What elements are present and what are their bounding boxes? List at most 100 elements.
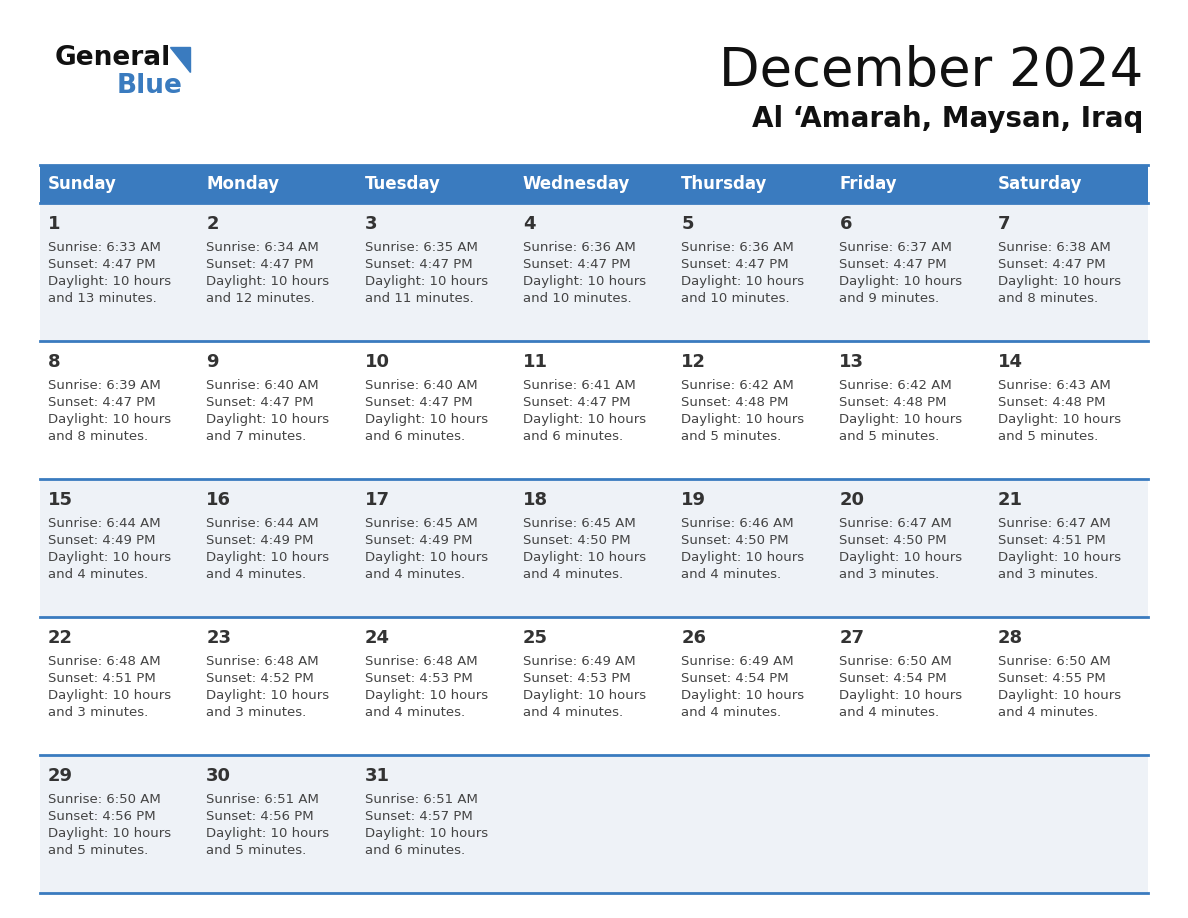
Text: Sunrise: 6:39 AM: Sunrise: 6:39 AM [48, 379, 160, 392]
Text: and 10 minutes.: and 10 minutes. [523, 292, 632, 305]
Text: Sunrise: 6:40 AM: Sunrise: 6:40 AM [207, 379, 318, 392]
Text: and 6 minutes.: and 6 minutes. [523, 430, 623, 443]
Text: Sunset: 4:47 PM: Sunset: 4:47 PM [48, 396, 156, 409]
Bar [40, 165, 1148, 203]
Text: Thursday: Thursday [681, 175, 767, 193]
Text: 2: 2 [207, 215, 219, 233]
Text: and 4 minutes.: and 4 minutes. [840, 706, 940, 719]
Text: and 8 minutes.: and 8 minutes. [48, 430, 148, 443]
Text: Sunset: 4:47 PM: Sunset: 4:47 PM [523, 258, 631, 271]
Text: Sunrise: 6:51 AM: Sunrise: 6:51 AM [365, 793, 478, 806]
Text: Sunset: 4:47 PM: Sunset: 4:47 PM [207, 258, 314, 271]
Text: Sunrise: 6:50 AM: Sunrise: 6:50 AM [840, 655, 952, 668]
Text: Sunset: 4:48 PM: Sunset: 4:48 PM [998, 396, 1105, 409]
Text: 22: 22 [48, 629, 72, 647]
Text: Sunrise: 6:41 AM: Sunrise: 6:41 AM [523, 379, 636, 392]
Text: 4: 4 [523, 215, 536, 233]
Text: Sunrise: 6:34 AM: Sunrise: 6:34 AM [207, 241, 320, 254]
Text: Sunset: 4:47 PM: Sunset: 4:47 PM [523, 396, 631, 409]
Text: Sunrise: 6:44 AM: Sunrise: 6:44 AM [48, 517, 160, 530]
Text: General: General [55, 45, 171, 71]
Text: Daylight: 10 hours: Daylight: 10 hours [998, 413, 1120, 426]
Text: 30: 30 [207, 767, 232, 785]
Text: Sunrise: 6:36 AM: Sunrise: 6:36 AM [681, 241, 794, 254]
Text: Daylight: 10 hours: Daylight: 10 hours [48, 689, 171, 702]
Text: Sunset: 4:50 PM: Sunset: 4:50 PM [523, 534, 631, 547]
Text: Sunset: 4:53 PM: Sunset: 4:53 PM [365, 672, 473, 685]
Text: 3: 3 [365, 215, 377, 233]
Text: Daylight: 10 hours: Daylight: 10 hours [681, 551, 804, 564]
Text: Wednesday: Wednesday [523, 175, 630, 193]
Polygon shape [170, 47, 190, 72]
Text: Sunset: 4:50 PM: Sunset: 4:50 PM [681, 534, 789, 547]
Text: Sunset: 4:57 PM: Sunset: 4:57 PM [365, 810, 473, 823]
Text: and 4 minutes.: and 4 minutes. [998, 706, 1098, 719]
Text: 20: 20 [840, 491, 865, 509]
Text: 26: 26 [681, 629, 706, 647]
Text: Al ‘Amarah, Maysan, Iraq: Al ‘Amarah, Maysan, Iraq [752, 105, 1143, 133]
Text: Daylight: 10 hours: Daylight: 10 hours [365, 413, 488, 426]
Text: Sunset: 4:49 PM: Sunset: 4:49 PM [207, 534, 314, 547]
Text: 19: 19 [681, 491, 706, 509]
Bar [40, 479, 1148, 617]
Text: Sunset: 4:53 PM: Sunset: 4:53 PM [523, 672, 631, 685]
Text: Sunset: 4:54 PM: Sunset: 4:54 PM [681, 672, 789, 685]
Text: and 4 minutes.: and 4 minutes. [523, 568, 623, 581]
Text: and 3 minutes.: and 3 minutes. [207, 706, 307, 719]
Text: Daylight: 10 hours: Daylight: 10 hours [365, 827, 488, 840]
Text: and 3 minutes.: and 3 minutes. [998, 568, 1098, 581]
Text: Blue: Blue [116, 73, 183, 99]
Text: Tuesday: Tuesday [365, 175, 441, 193]
Text: Daylight: 10 hours: Daylight: 10 hours [48, 827, 171, 840]
Text: Daylight: 10 hours: Daylight: 10 hours [365, 689, 488, 702]
Text: Daylight: 10 hours: Daylight: 10 hours [681, 275, 804, 288]
Text: Sunset: 4:52 PM: Sunset: 4:52 PM [207, 672, 314, 685]
Text: Sunrise: 6:44 AM: Sunrise: 6:44 AM [207, 517, 318, 530]
Text: 12: 12 [681, 353, 706, 371]
Text: Sunrise: 6:38 AM: Sunrise: 6:38 AM [998, 241, 1111, 254]
Text: Sunset: 4:47 PM: Sunset: 4:47 PM [681, 258, 789, 271]
Text: Sunset: 4:47 PM: Sunset: 4:47 PM [998, 258, 1105, 271]
Text: Daylight: 10 hours: Daylight: 10 hours [523, 551, 646, 564]
Text: Saturday: Saturday [998, 175, 1082, 193]
Text: Sunset: 4:49 PM: Sunset: 4:49 PM [48, 534, 156, 547]
Text: Sunset: 4:56 PM: Sunset: 4:56 PM [207, 810, 314, 823]
Text: Sunrise: 6:42 AM: Sunrise: 6:42 AM [840, 379, 952, 392]
Text: and 7 minutes.: and 7 minutes. [207, 430, 307, 443]
Text: Sunrise: 6:50 AM: Sunrise: 6:50 AM [998, 655, 1111, 668]
Text: Sunset: 4:47 PM: Sunset: 4:47 PM [840, 258, 947, 271]
Bar [40, 755, 1148, 893]
Text: Sunrise: 6:36 AM: Sunrise: 6:36 AM [523, 241, 636, 254]
Text: 15: 15 [48, 491, 72, 509]
Text: Daylight: 10 hours: Daylight: 10 hours [840, 551, 962, 564]
Text: Sunrise: 6:45 AM: Sunrise: 6:45 AM [365, 517, 478, 530]
Text: Daylight: 10 hours: Daylight: 10 hours [681, 689, 804, 702]
Text: Sunset: 4:49 PM: Sunset: 4:49 PM [365, 534, 472, 547]
Text: and 3 minutes.: and 3 minutes. [48, 706, 148, 719]
Text: 24: 24 [365, 629, 390, 647]
Text: and 4 minutes.: and 4 minutes. [681, 568, 782, 581]
Text: Daylight: 10 hours: Daylight: 10 hours [207, 827, 329, 840]
Text: 29: 29 [48, 767, 72, 785]
Text: December 2024: December 2024 [719, 45, 1143, 97]
Text: and 4 minutes.: and 4 minutes. [48, 568, 148, 581]
Text: 27: 27 [840, 629, 865, 647]
Text: Daylight: 10 hours: Daylight: 10 hours [207, 551, 329, 564]
Text: Sunrise: 6:35 AM: Sunrise: 6:35 AM [365, 241, 478, 254]
Text: Sunset: 4:50 PM: Sunset: 4:50 PM [840, 534, 947, 547]
Text: Sunrise: 6:42 AM: Sunrise: 6:42 AM [681, 379, 794, 392]
Text: Sunset: 4:55 PM: Sunset: 4:55 PM [998, 672, 1106, 685]
Text: and 10 minutes.: and 10 minutes. [681, 292, 790, 305]
Text: Daylight: 10 hours: Daylight: 10 hours [48, 413, 171, 426]
Text: 14: 14 [998, 353, 1023, 371]
Text: 6: 6 [840, 215, 852, 233]
Text: and 5 minutes.: and 5 minutes. [840, 430, 940, 443]
Text: and 3 minutes.: and 3 minutes. [840, 568, 940, 581]
Text: Daylight: 10 hours: Daylight: 10 hours [207, 275, 329, 288]
Text: 8: 8 [48, 353, 61, 371]
Text: Sunrise: 6:33 AM: Sunrise: 6:33 AM [48, 241, 160, 254]
Text: and 12 minutes.: and 12 minutes. [207, 292, 315, 305]
Text: Sunrise: 6:48 AM: Sunrise: 6:48 AM [207, 655, 318, 668]
Text: Sunrise: 6:47 AM: Sunrise: 6:47 AM [998, 517, 1111, 530]
Text: Sunrise: 6:40 AM: Sunrise: 6:40 AM [365, 379, 478, 392]
